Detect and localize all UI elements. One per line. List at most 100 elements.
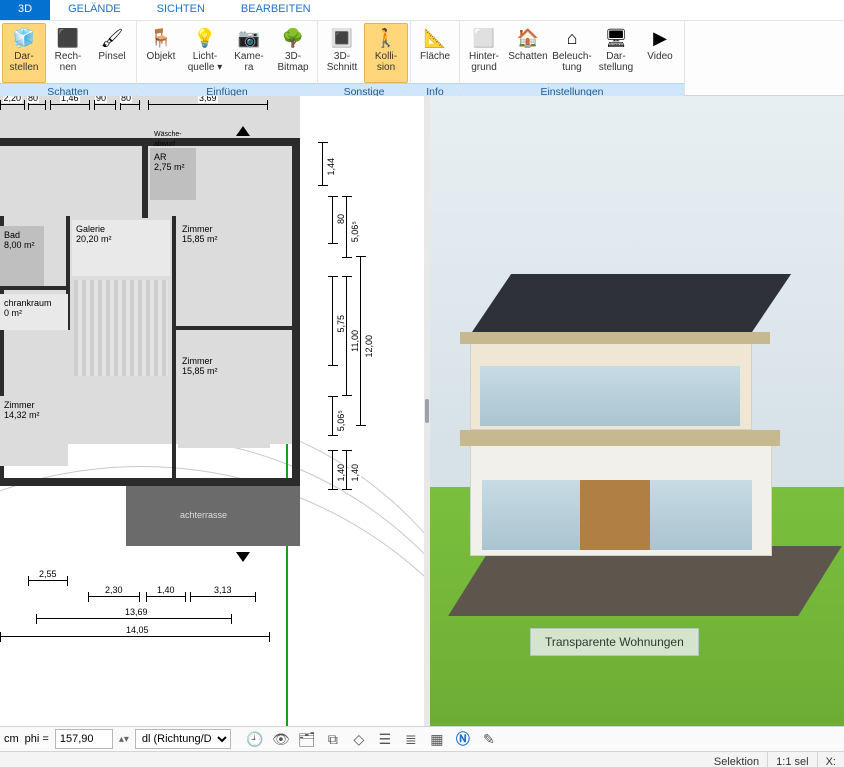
diamond-icon[interactable]: ◇ xyxy=(349,729,369,749)
section-icon: 🔳 xyxy=(330,26,354,50)
dimension-line xyxy=(346,196,347,258)
tab-terrain[interactable]: GELÄNDE xyxy=(50,0,139,20)
roof xyxy=(472,274,791,332)
phi-label: phi = xyxy=(25,733,49,745)
kamera-button[interactable]: 📷 Kame- ra xyxy=(227,23,271,83)
flaeche-label: Fläche xyxy=(420,51,450,62)
lichtquelle-button[interactable]: 💡 Licht- quelle ▾ xyxy=(183,23,227,83)
dimension-label: 3,13 xyxy=(213,585,233,595)
area-icon: 📐 xyxy=(423,26,447,50)
room-label: Galerie 20,20 m² xyxy=(76,224,112,244)
main-tab-strip: 3D GELÄNDE SICHTEN BEARBEITEN xyxy=(0,0,844,21)
workspace: AR 2,75 m²Wäsche- abwurfBad 8,00 m²Galer… xyxy=(0,96,844,726)
dimension-line xyxy=(332,450,333,490)
dimension-label: 2,55 xyxy=(38,569,58,579)
camera-icon: 📷 xyxy=(237,26,261,50)
3d-overlay-label[interactable]: Transparente Wohnungen xyxy=(530,628,699,656)
pinsel-button[interactable]: 🖌 Pinsel xyxy=(90,23,134,83)
darstellung-button[interactable]: 🖥 Dar- stellung xyxy=(594,23,638,83)
deck xyxy=(448,546,842,616)
dimension-label: 2,20 xyxy=(3,96,23,103)
objekt-label: Objekt xyxy=(147,51,176,62)
dimension-line xyxy=(146,596,186,597)
layers-icon[interactable]: 🗂 xyxy=(297,729,317,749)
schatten-settings-label: Schatten xyxy=(508,51,547,62)
tab-3d[interactable]: 3D xyxy=(0,0,50,20)
dimension-label: 12,00 xyxy=(363,335,375,358)
copy-icon[interactable]: ⧉ xyxy=(323,729,343,749)
ribbon-group-schatten: 🧊 Dar- stellen ⬛ Rech- nen 🖌 Pinsel Scha… xyxy=(0,21,137,95)
dimension-label: 90 xyxy=(95,96,107,103)
background-icon: ⬜ xyxy=(472,26,496,50)
dimension-line xyxy=(360,256,361,426)
bottom-input-bar: cm phi = ▴▾ dl (Richtung/Di 🕘 👁 🗂 ⧉ ◇ ☰ … xyxy=(0,726,844,751)
beleuchtung-button[interactable]: ⌂ Beleuch- tung xyxy=(550,23,594,83)
dimension-line xyxy=(332,276,333,366)
status-scale: 1:1 sel xyxy=(768,752,817,767)
pin-icon[interactable]: ✎ xyxy=(479,729,499,749)
dimension-line xyxy=(36,618,232,619)
stack2-icon[interactable]: ≣ xyxy=(401,729,421,749)
room-label: Bad 8,00 m² xyxy=(4,230,35,250)
room-label: Zimmer 14,32 m² xyxy=(4,400,40,420)
dimension-line xyxy=(346,276,347,396)
pinsel-label: Pinsel xyxy=(98,51,125,62)
ribbon-group-sonstige: 🔳 3D- Schnitt 🚶 Kolli- sion Sonstige xyxy=(318,21,411,95)
ribbon-group-info: 📐 Fläche Info xyxy=(411,21,460,95)
objekt-button[interactable]: 🪑 Objekt xyxy=(139,23,183,83)
ribbon-group-einstellungen: ⬜ Hinter- grund 🏠 Schatten ⌂ Beleuch- tu… xyxy=(460,21,685,95)
lichtquelle-label: Licht- quelle ▾ xyxy=(188,51,223,73)
dimension-label: 1,40 xyxy=(156,585,176,595)
tab-edit[interactable]: BEARBEITEN xyxy=(223,0,329,20)
tab-views[interactable]: SICHTEN xyxy=(139,0,223,20)
phi-stepper-icon[interactable]: ▴▾ xyxy=(119,734,129,745)
dimension-line xyxy=(28,580,68,581)
darstellung-label: Dar- stellung xyxy=(599,51,633,73)
direction-mode-select[interactable]: dl (Richtung/Di xyxy=(135,729,231,749)
room-label: Zimmer 15,85 m² xyxy=(182,356,218,376)
dimension-label: 14,05 xyxy=(125,625,150,635)
tree-icon: 🌳 xyxy=(281,26,305,50)
brush-icon: 🖌 xyxy=(100,26,124,50)
floorplan-view[interactable]: AR 2,75 m²Wäsche- abwurfBad 8,00 m²Galer… xyxy=(0,96,424,726)
dimension-line xyxy=(332,196,333,244)
dimension-line xyxy=(50,104,90,105)
darstellen-button[interactable]: 🧊 Dar- stellen xyxy=(2,23,46,83)
status-coord: X: xyxy=(818,752,844,767)
3d-view[interactable]: Transparente Wohnungen xyxy=(430,96,844,726)
monitor-icon: 🖥 xyxy=(604,26,628,50)
room-sublabel: Wäsche- abwurf xyxy=(154,130,182,150)
dimension-line xyxy=(148,104,268,105)
dimension-line xyxy=(120,104,140,105)
room-label: Zimmer 15,85 m² xyxy=(182,224,218,244)
phi-input[interactable] xyxy=(55,729,113,749)
ribbon: 🧊 Dar- stellen ⬛ Rech- nen 🖌 Pinsel Scha… xyxy=(0,21,844,96)
eye-icon[interactable]: 👁 xyxy=(271,729,291,749)
dimension-label: 1,40 xyxy=(349,464,361,482)
play-icon: ▶ xyxy=(648,26,672,50)
house-light-icon: ⌂ xyxy=(560,26,584,50)
stack-icon[interactable]: ☰ xyxy=(375,729,395,749)
schatten-settings-button[interactable]: 🏠 Schatten xyxy=(506,23,550,83)
north-icon[interactable]: Ⓝ xyxy=(453,729,473,749)
grid-icon[interactable]: ▦ xyxy=(427,729,447,749)
dimension-label: 1,46 xyxy=(60,96,80,103)
kollision-label: Kolli- sion xyxy=(375,51,397,73)
dimension-line xyxy=(0,104,25,105)
hintergrund-button[interactable]: ⬜ Hinter- grund xyxy=(462,23,506,83)
clock-icon[interactable]: 🕘 xyxy=(245,729,265,749)
flaeche-button[interactable]: 📐 Fläche xyxy=(413,23,457,83)
dimension-label: 2,30 xyxy=(104,585,124,595)
rechnen-button[interactable]: ⬛ Rech- nen xyxy=(46,23,90,83)
kollision-button[interactable]: 🚶 Kolli- sion xyxy=(364,23,408,83)
dimension-line xyxy=(88,596,140,597)
dimension-line xyxy=(332,396,333,436)
dimension-label: 5,06⁵ xyxy=(349,221,361,242)
beleuchtung-label: Beleuch- tung xyxy=(552,51,591,73)
bulb-icon: 💡 xyxy=(193,26,217,50)
chair-icon: 🪑 xyxy=(149,26,173,50)
video-button[interactable]: ▶ Video xyxy=(638,23,682,83)
3d-bitmap-button[interactable]: 🌳 3D- Bitmap xyxy=(271,23,315,83)
3d-schnitt-button[interactable]: 🔳 3D- Schnitt xyxy=(320,23,364,83)
dimension-line xyxy=(322,142,323,186)
